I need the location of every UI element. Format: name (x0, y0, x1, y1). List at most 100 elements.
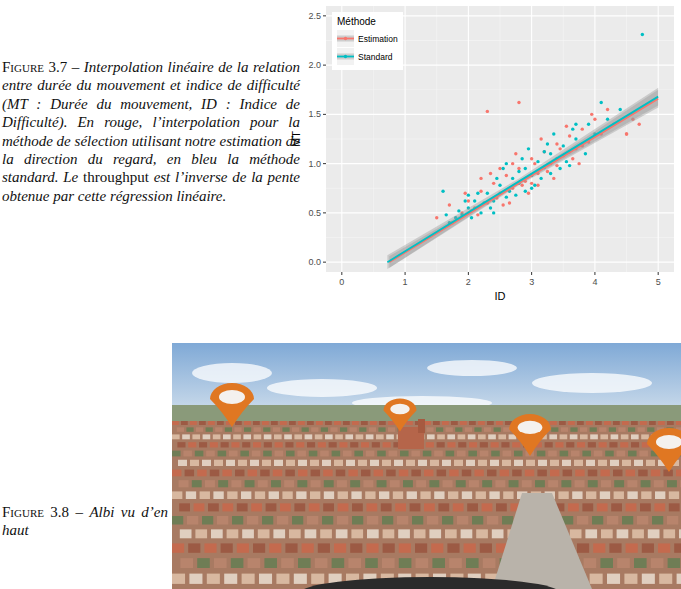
point (489, 172, 492, 175)
point (606, 108, 609, 111)
building (555, 442, 563, 447)
point (498, 184, 501, 187)
building (379, 421, 386, 425)
cloud (192, 363, 272, 383)
building (426, 442, 434, 447)
building (177, 442, 185, 447)
building (382, 558, 395, 568)
building (351, 491, 361, 499)
building (276, 574, 289, 584)
building (252, 451, 261, 457)
building (592, 516, 603, 525)
building (263, 451, 272, 457)
building (550, 421, 557, 425)
building (369, 427, 376, 431)
building (680, 480, 681, 487)
point (562, 144, 565, 147)
point (476, 213, 479, 216)
building (284, 434, 292, 439)
building (227, 529, 239, 538)
building (217, 421, 224, 425)
building (482, 503, 493, 511)
building (258, 529, 270, 538)
building (447, 434, 455, 439)
building (558, 491, 568, 499)
point (530, 182, 533, 185)
building (667, 421, 674, 425)
building (627, 491, 637, 499)
building (570, 427, 577, 431)
building (281, 558, 294, 568)
building (282, 491, 292, 499)
building (350, 442, 358, 447)
point (520, 157, 523, 160)
building (234, 427, 241, 431)
building (274, 460, 283, 466)
building (469, 480, 479, 487)
point (546, 170, 549, 173)
point (543, 150, 546, 153)
building (626, 470, 635, 477)
building (280, 503, 291, 511)
building (377, 480, 387, 487)
building (172, 574, 185, 584)
tick-label: 0 (339, 277, 344, 287)
building (208, 503, 219, 511)
building (194, 503, 205, 511)
building (286, 451, 295, 457)
grid-line (326, 212, 674, 213)
building (253, 442, 261, 447)
building (609, 427, 616, 431)
building (397, 516, 408, 525)
building (458, 442, 466, 447)
building (240, 451, 249, 457)
building (469, 421, 476, 425)
building (651, 558, 664, 568)
pin-body (384, 399, 417, 432)
tick (531, 272, 532, 275)
point (441, 190, 444, 193)
point (470, 216, 473, 219)
building (598, 460, 607, 466)
building (588, 470, 597, 477)
building (514, 460, 523, 466)
building (386, 434, 394, 439)
building (443, 480, 453, 487)
building (271, 421, 278, 425)
point (558, 147, 561, 150)
building (476, 529, 488, 538)
building (334, 543, 346, 552)
building (679, 529, 681, 538)
building (575, 480, 585, 487)
building (568, 503, 579, 511)
building (457, 451, 466, 457)
building (455, 427, 462, 431)
building (376, 434, 384, 439)
building (415, 543, 427, 552)
caption-separator: – (76, 504, 84, 520)
building (577, 543, 589, 552)
minor-grid-line (326, 139, 674, 140)
tick-label: 1.0 (308, 159, 321, 169)
building (231, 558, 244, 568)
building (258, 480, 268, 487)
building (431, 543, 443, 552)
building (676, 470, 681, 477)
building (366, 503, 377, 511)
building (613, 470, 622, 477)
building (356, 434, 364, 439)
building (229, 451, 238, 457)
building (669, 503, 680, 511)
building (492, 529, 504, 538)
building (478, 434, 486, 439)
building (273, 529, 285, 538)
building (197, 558, 210, 568)
building (560, 434, 568, 439)
building (172, 434, 180, 439)
building (599, 427, 606, 431)
building (496, 421, 503, 425)
legend-title: Méthode (337, 16, 376, 27)
building (231, 480, 241, 487)
point (464, 191, 467, 194)
building (277, 516, 288, 525)
